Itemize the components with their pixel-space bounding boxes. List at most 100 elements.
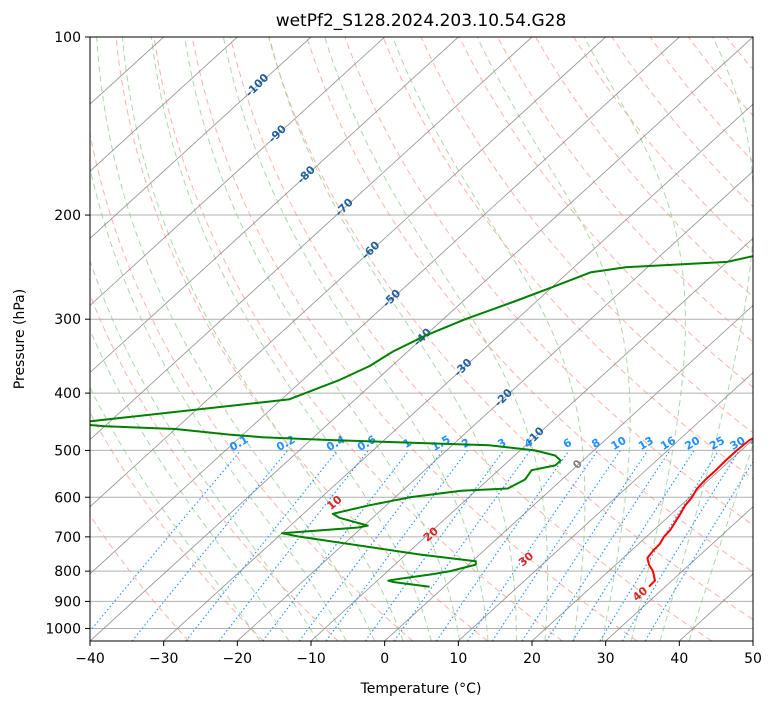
- plot-area: 0.1 0.2 0.4 0.6 1 1.5 2 3 4 6 8 10 13 16 20 25 30 36-100-…: [90, 37, 768, 641]
- isotherm-label: -100: [243, 71, 272, 100]
- isotherm-line: [752, 640, 753, 641]
- dry-adiabat: [90, 131, 414, 641]
- x-tick-label: 30: [597, 651, 615, 667]
- dry-adiabat: [306, 37, 753, 573]
- isotherm-line: [90, 37, 312, 239]
- x-tick-label: 50: [744, 651, 762, 667]
- isotherm-line: [90, 37, 753, 641]
- pressure-gridlines: [90, 37, 753, 629]
- y-tick-label: 700: [54, 530, 81, 546]
- x-tick-label: −40: [75, 651, 105, 667]
- dry-adiabat: [420, 37, 753, 434]
- x-tick-label: −10: [296, 651, 326, 667]
- dewpoint-profile-line: [90, 255, 753, 588]
- x-tick-label: −30: [149, 651, 179, 667]
- moist-adiabat: [184, 37, 461, 641]
- mixing-ratio-line: [262, 450, 410, 641]
- x-tick-label: 10: [449, 651, 467, 667]
- mixing-ratio-line: [491, 450, 621, 641]
- isotherm-line: [458, 371, 753, 641]
- isotherms: [90, 37, 753, 641]
- moist-adiabat: [150, 37, 432, 641]
- isotherm-line: [90, 37, 680, 575]
- y-tick-label: 800: [54, 564, 81, 580]
- chart-title: wetPf2_S128.2024.203.10.54.G28: [276, 11, 567, 31]
- isotherm-line: [90, 37, 606, 508]
- isotherm-line: [163, 103, 753, 641]
- dry-adiabat-label: 20: [421, 524, 441, 544]
- isotherm-line: [90, 37, 385, 307]
- x-tick-label: 0: [380, 651, 389, 667]
- moist-adiabat: [90, 259, 319, 641]
- moist-adiabat: [90, 165, 347, 641]
- dry-adiabat: [344, 37, 753, 526]
- x-tick-label: −20: [223, 651, 253, 667]
- moist-adiabat: [583, 37, 686, 641]
- isotherm-line: [90, 37, 533, 441]
- isotherm-line: [605, 506, 753, 641]
- y-tick-label: 200: [54, 208, 81, 224]
- mixing-ratio-line: [325, 450, 468, 641]
- mixing-ratio-line: [90, 450, 242, 632]
- sounding-profiles: [90, 255, 753, 588]
- dry-adiabat: [649, 37, 753, 162]
- y-tick-label: 1000: [45, 621, 81, 637]
- dry-adiabat: [496, 37, 753, 343]
- x-axis-label: Temperature (°C): [360, 681, 482, 697]
- mixing-ratio-line: [621, 450, 740, 641]
- moist-adiabat: [392, 37, 586, 641]
- mixing-ratio-line: [572, 450, 695, 641]
- dry-adiabat: [115, 37, 488, 641]
- moist-adiabat: [96, 37, 376, 641]
- mixing-ratio-label: 8: [589, 436, 602, 451]
- y-axis-ticks: 100 200 300 400 500 600 700 800 900 1000: [45, 30, 90, 637]
- mixing-ratio-line: [545, 450, 671, 641]
- y-tick-label: 500: [54, 443, 81, 459]
- moist-adiabat: [121, 37, 404, 641]
- moist-adiabats: [90, 37, 753, 641]
- x-axis-ticks: −40 −30 −20 −10 0 10 20 30 40 50: [75, 641, 762, 667]
- dry-adiabat: [573, 37, 753, 253]
- mixing-ratio-line: [599, 450, 720, 641]
- y-tick-label: 100: [54, 30, 81, 46]
- mixing-ratio-line: [131, 450, 289, 641]
- y-axis-label: Pressure (hPa): [12, 289, 28, 389]
- mixing-ratio-line: [218, 450, 369, 641]
- plot-frame: [89, 36, 754, 642]
- dry-adiabat: [268, 37, 753, 621]
- isotherm-line: [90, 37, 238, 172]
- x-tick-label: 20: [523, 651, 541, 667]
- mixing-ratio-line: [185, 450, 339, 641]
- temperature-profile-line: [646, 437, 753, 588]
- moist-adiabat: [476, 37, 631, 641]
- mixing-ratio-label: 6: [561, 436, 574, 451]
- y-tick-label: 400: [54, 386, 81, 402]
- mixing-ratio-label: 36: [748, 434, 768, 453]
- mixing-ratio-line: [521, 450, 649, 641]
- mixing-ratio-line: [364, 450, 505, 641]
- moist-adiabat: [324, 37, 549, 641]
- moist-adiabat: [90, 386, 261, 641]
- dry-adiabat: [90, 411, 264, 641]
- mixing-ratio-lines: [90, 450, 753, 641]
- dry-adiabat-label: 10: [324, 493, 344, 513]
- isotherm-line: [310, 237, 753, 641]
- moist-adiabat: [268, 37, 517, 641]
- dry-adiabat-label: 30: [516, 549, 536, 569]
- mixing-ratio-line: [435, 450, 570, 641]
- isotherm-line: [90, 37, 459, 374]
- dry-adiabat: [90, 514, 190, 641]
- dry-adiabat: [611, 37, 753, 208]
- isotherm-line: [384, 304, 753, 641]
- y-tick-label: 900: [54, 594, 81, 610]
- dry-adiabat: [229, 37, 712, 641]
- dry-adiabat: [687, 37, 753, 117]
- moist-adiabat: [688, 443, 753, 641]
- mixing-ratio-line: [393, 450, 531, 641]
- moist-adiabat: [222, 37, 489, 641]
- moist-adiabat: [90, 328, 290, 641]
- isotherm-line: [237, 170, 753, 641]
- y-tick-label: 300: [54, 312, 81, 328]
- dry-adiabat: [726, 37, 753, 71]
